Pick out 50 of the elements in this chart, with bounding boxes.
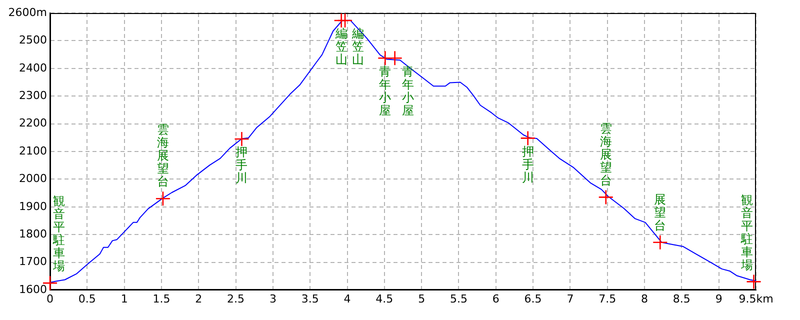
annotation: 雲海展望台	[600, 121, 612, 188]
point	[520, 130, 536, 146]
x-tick-label: 0.5	[78, 292, 96, 306]
x-tick-label: 5	[418, 292, 426, 306]
x-tick-label: 4	[344, 292, 351, 306]
x-tick-label: 1	[120, 292, 128, 306]
x-tick-label: 9	[715, 292, 722, 306]
y-tick-label: 2100	[19, 144, 47, 158]
x-tick-label: 8.5	[672, 292, 690, 306]
point	[746, 274, 762, 290]
x-tick-label: 6	[492, 292, 500, 306]
annotation: 展望台	[654, 192, 666, 232]
point	[155, 190, 171, 206]
x-tick-label: 7	[566, 292, 574, 306]
y-tick-label: 1900	[19, 200, 47, 213]
x-tick-label: 1.5	[152, 292, 170, 306]
x-tick-label: 8	[641, 292, 648, 306]
x-tick-label: 4.5	[376, 292, 394, 306]
point	[387, 50, 402, 66]
annotation: 青年小屋	[402, 64, 414, 118]
annotation: 雲海展望台	[156, 122, 169, 189]
y-tick-label: 2500	[19, 34, 47, 47]
point	[337, 12, 353, 28]
annotation: 押手川	[522, 144, 534, 184]
x-tick-label: 2.5	[227, 292, 245, 306]
point	[652, 234, 668, 250]
y-tick-label: 1600	[19, 282, 47, 296]
x-tick-label: 3	[269, 292, 276, 306]
x-tick-label: 5.5	[450, 292, 468, 306]
x-tick-label: 3.5	[301, 292, 319, 306]
annotation: 編笠山	[351, 26, 364, 67]
y-tick-label: 1700	[19, 255, 47, 268]
x-tick-label: 7.5	[598, 292, 616, 306]
x-tick-label: 2	[195, 292, 202, 306]
annotation: 観音平駐車場	[52, 194, 65, 274]
x-tick-label: 0	[46, 292, 54, 306]
y-tick-label: 2300	[19, 88, 47, 102]
annotation: 観音平駐車場	[740, 192, 753, 272]
annotation: 青年小屋	[379, 64, 392, 118]
y-tick-label: 1800	[19, 227, 47, 240]
annotation: 編笠山	[334, 26, 348, 67]
point	[234, 131, 250, 147]
x-tick-label: 9.5km	[738, 292, 774, 306]
y-tick-label: 2400	[19, 61, 47, 74]
point	[598, 190, 614, 205]
y-tick-label: 2200	[19, 116, 47, 130]
annotation: 押手川	[236, 145, 248, 186]
y-tick-label: 2600m	[8, 6, 47, 19]
y-tick-label: 2000	[19, 172, 47, 186]
x-tick-label: 6.5	[524, 292, 542, 306]
